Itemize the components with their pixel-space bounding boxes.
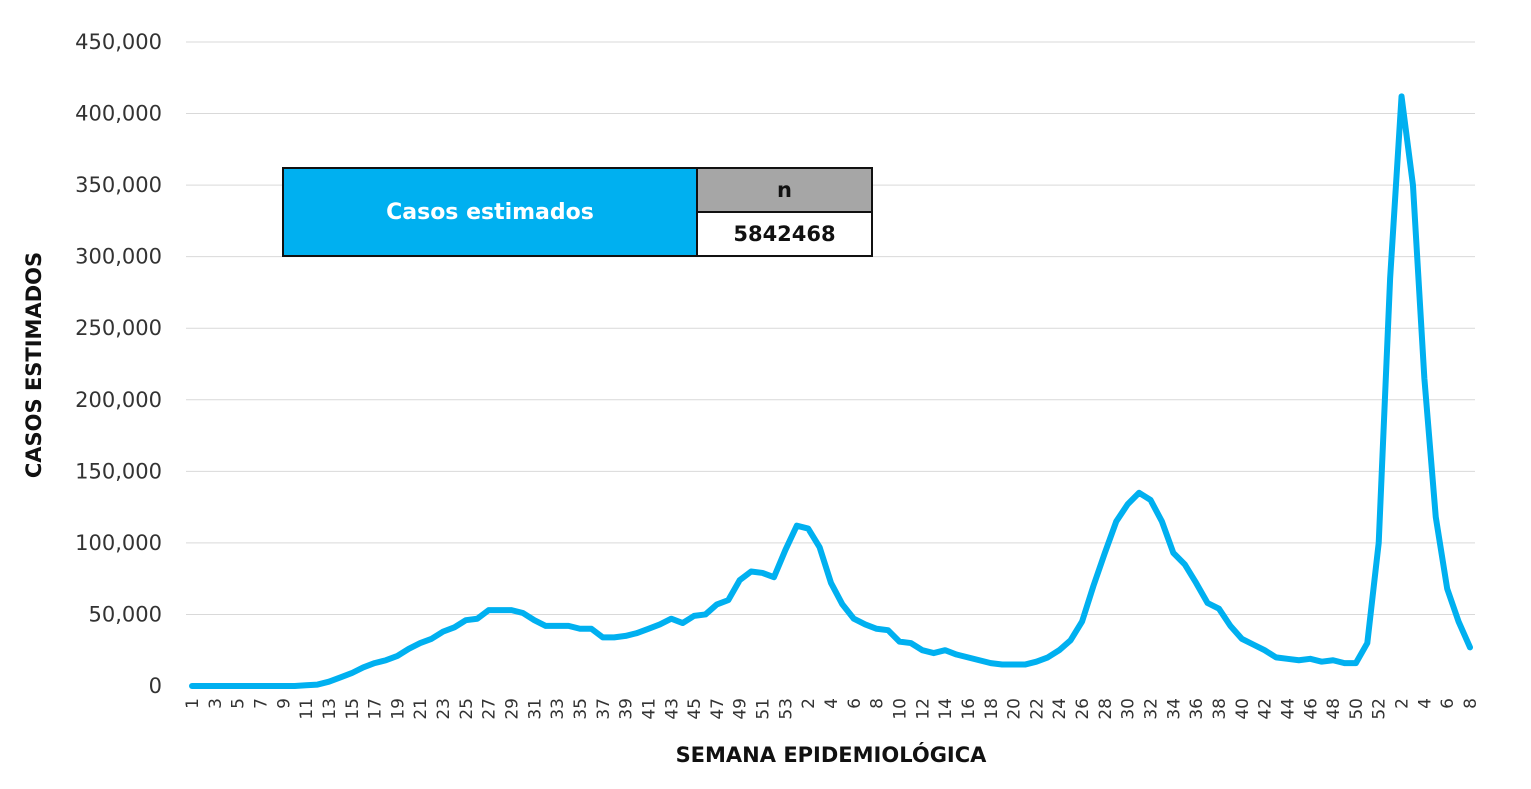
x-tick-label: 6 [1438,698,1458,709]
x-tick-label: 46 [1301,698,1321,720]
x-tick-label: 20 [1005,698,1025,720]
x-tick-label: 30 [1119,698,1139,720]
x-tick-label: 34 [1164,698,1184,720]
x-tick-label: 44 [1278,698,1298,720]
x-tick-label: 52 [1370,698,1390,720]
x-tick-label: 38 [1210,698,1230,720]
x-tick-label: 19 [388,698,408,720]
x-tick-label: 2 [1393,698,1413,709]
series-line [189,93,1473,689]
x-tick-label: 32 [1142,698,1162,720]
x-tick-label: 3 [206,698,226,709]
y-axis-title: CASOS ESTIMADOS [22,252,46,478]
x-tick-label: 49 [731,698,751,720]
x-tick-label: 23 [434,698,454,720]
x-tick-label: 21 [411,698,431,720]
x-tick-label: 29 [503,698,523,720]
x-tick-label: 8 [868,698,888,709]
x-tick-label: 1 [183,698,203,709]
x-tick-label: 4 [822,698,842,709]
summary-label: Casos estimados [282,167,698,257]
x-tick-label: 53 [776,698,796,720]
x-axis-ticks: 1 3 5 7 9 11 13 15 17 19 21 23 25 27 29 31 33 35 37 39 41 43 4… [183,698,1481,720]
x-tick-label: 41 [639,698,659,720]
x-tick-label: 40 [1233,698,1253,720]
y-tick-label: 450,000 [75,30,162,54]
x-tick-label: 25 [457,698,477,720]
x-tick-label: 27 [480,698,500,720]
x-tick-label: 7 [251,698,271,709]
x-tick-label: 6 [845,698,865,709]
x-tick-label: 43 [662,698,682,720]
x-tick-label: 42 [1256,698,1276,720]
x-tick-label: 2 [799,698,819,709]
x-tick-label: 15 [343,698,363,720]
x-tick-label: 11 [297,698,317,720]
y-axis-ticks: 0 50,000 100,000 150,000 200,000 250,000 300,0… [75,30,162,698]
x-tick-label: 22 [1027,698,1047,720]
y-tick-label: 250,000 [75,316,162,340]
summary-column-header: n [696,167,873,213]
x-tick-label: 8 [1461,698,1481,709]
x-tick-label: 12 [913,698,933,720]
x-tick-label: 16 [959,698,979,720]
x-tick-label: 10 [890,698,910,720]
x-tick-label: 5 [229,698,249,709]
x-tick-label: 9 [274,698,294,709]
x-tick-label: 24 [1050,698,1070,720]
x-tick-label: 18 [982,698,1002,720]
x-tick-label: 48 [1324,698,1344,720]
x-tick-label: 31 [525,698,545,720]
x-tick-label: 39 [617,698,637,720]
x-tick-label: 26 [1073,698,1093,720]
x-tick-label: 51 [754,698,774,720]
x-tick-label: 37 [594,698,614,720]
x-tick-label: 45 [685,698,705,720]
x-tick-label: 47 [708,698,728,720]
y-tick-label: 150,000 [75,459,162,483]
gridlines [186,41,1475,615]
y-tick-label: 350,000 [75,173,162,197]
x-tick-label: 14 [936,698,956,720]
summary-value: 5842468 [696,211,873,257]
x-tick-label: 4 [1415,698,1435,709]
y-tick-label: 50,000 [89,602,162,626]
x-tick-label: 50 [1347,698,1367,720]
y-tick-label: 0 [149,674,162,698]
x-tick-label: 17 [366,698,386,720]
y-tick-label: 400,000 [75,102,162,126]
x-axis-title: SEMANA EPIDEMIOLÓGICA [676,742,988,767]
summary-table: Casos estimados n 5842468 [282,167,873,257]
x-tick-label: 13 [320,698,340,720]
y-tick-label: 200,000 [75,388,162,412]
x-tick-label: 35 [571,698,591,720]
x-tick-label: 36 [1187,698,1207,720]
x-tick-label: 28 [1096,698,1116,720]
y-tick-label: 100,000 [75,531,162,555]
x-tick-label: 33 [548,698,568,720]
y-tick-label: 300,000 [75,245,162,269]
